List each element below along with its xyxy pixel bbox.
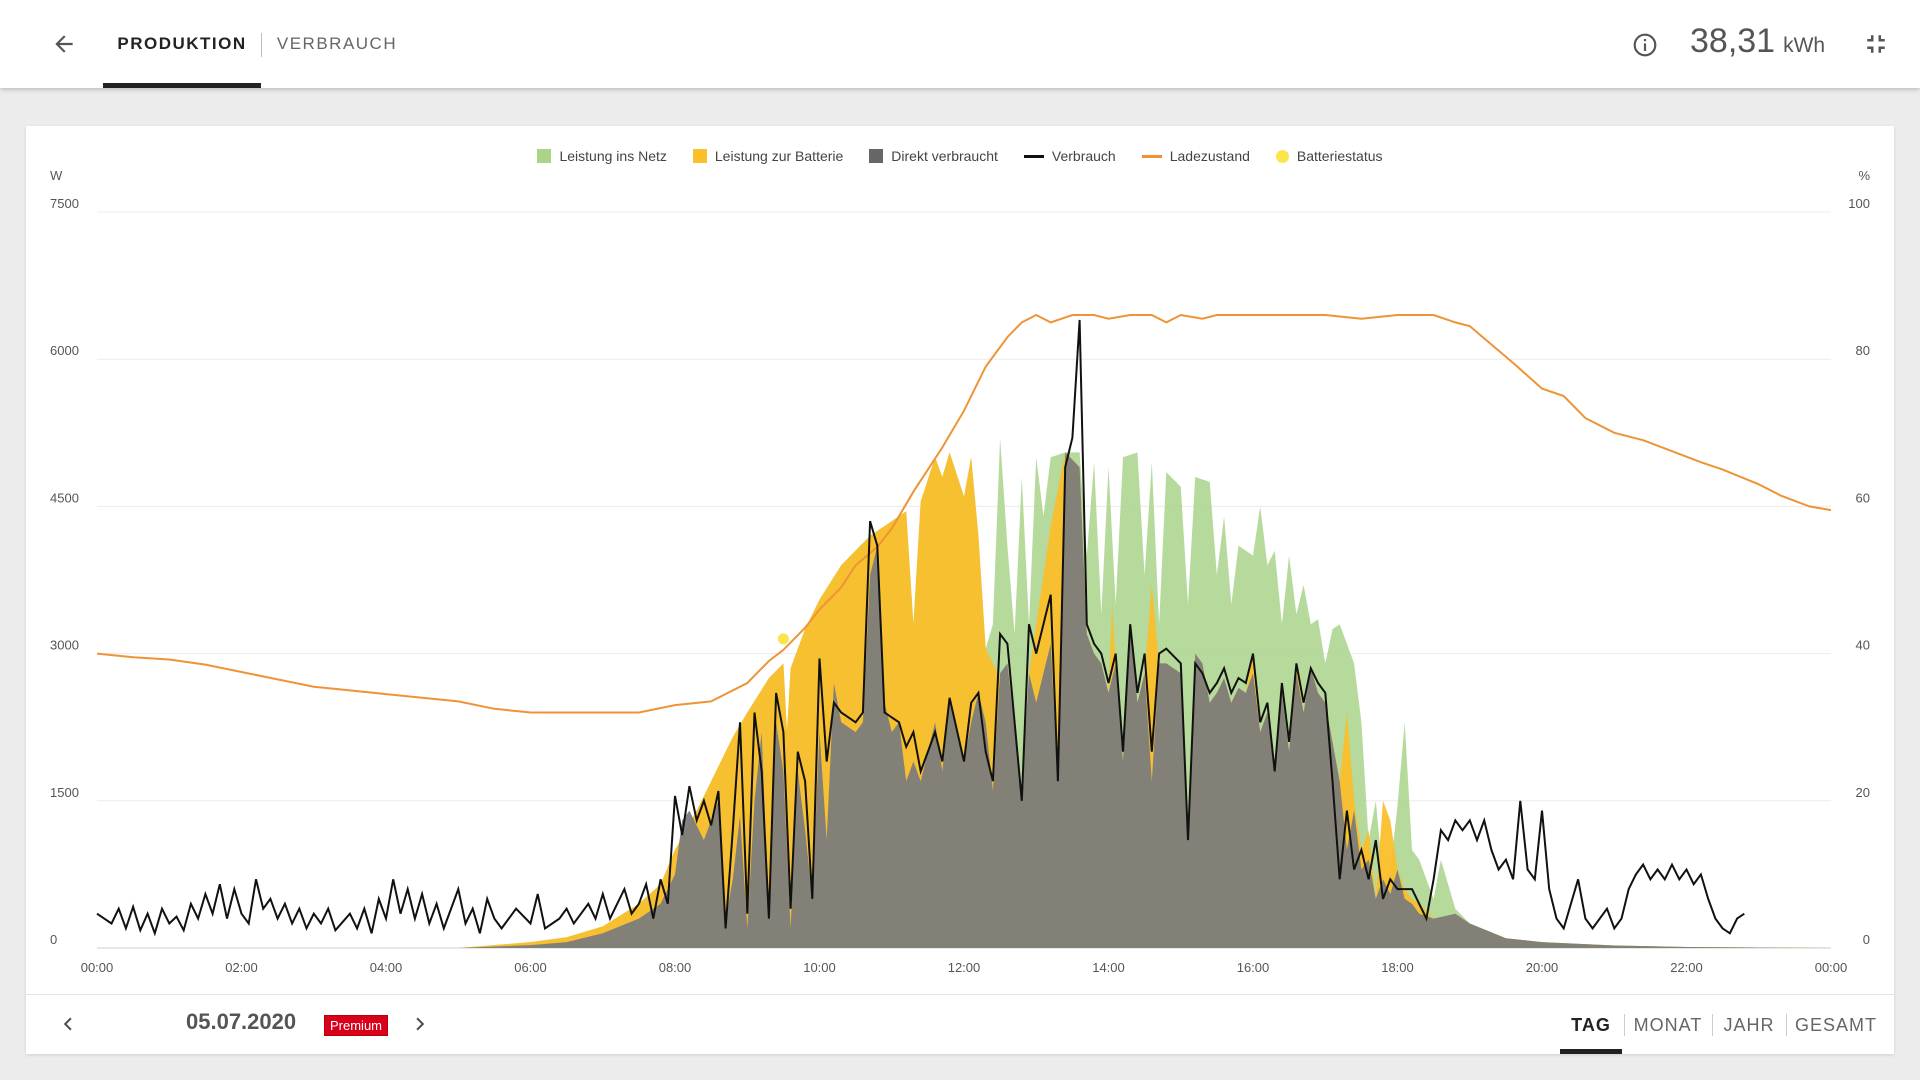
- chart-card: Leistung ins Netz Leistung zur Batterie Di…: [26, 126, 1894, 1054]
- collapse-button[interactable]: [1858, 26, 1894, 62]
- y-right-tick-label: 60: [1856, 490, 1870, 505]
- period-divider: [1712, 1014, 1713, 1036]
- active-tab-indicator: [103, 83, 261, 88]
- active-period-indicator: [1560, 1049, 1622, 1054]
- period-divider: [1786, 1014, 1787, 1036]
- legend-label: Ladezustand: [1169, 148, 1250, 164]
- period-monat[interactable]: MONAT: [1628, 996, 1708, 1054]
- period-divider: [1624, 1014, 1625, 1036]
- legend-item[interactable]: Leistung ins Netz: [537, 148, 667, 164]
- legend-swatch: [537, 149, 552, 163]
- y-left-tick-label: 4500: [50, 490, 79, 505]
- legend-swatch: [692, 149, 707, 163]
- y-right-tick-label: 40: [1856, 638, 1870, 653]
- legend-item[interactable]: Direkt verbraucht: [869, 148, 998, 164]
- y-right-tick-label: 100: [1848, 196, 1870, 211]
- y-right-tick-label: 80: [1856, 343, 1870, 358]
- back-button[interactable]: [42, 22, 86, 66]
- tab-produktion-label: PRODUKTION: [117, 34, 247, 53]
- top-header: PRODUKTION VERBRAUCH 38,31 kWh: [0, 0, 1920, 88]
- chart-legend: Leistung ins Netz Leistung zur Batterie Di…: [26, 148, 1894, 164]
- tab-verbrauch[interactable]: VERBRAUCH: [262, 0, 412, 88]
- series-ladezustand-line: [96, 313, 1832, 714]
- tab-verbrauch-label: VERBRAUCH: [276, 34, 398, 53]
- previous-day-button[interactable]: [48, 1004, 88, 1044]
- legend-label: Verbrauch: [1051, 148, 1116, 164]
- series-direkt-verbraucht-area: [97, 452, 1831, 948]
- y-left-tick-label: 0: [50, 932, 57, 947]
- x-tick-label: 00:00: [1815, 960, 1848, 975]
- legend-swatch: [1141, 154, 1162, 158]
- period-jahr[interactable]: JAHR: [1716, 996, 1782, 1054]
- daily-total: 38,31 kWh: [1690, 22, 1825, 66]
- y-left-tick-label: 3000: [50, 638, 79, 653]
- x-tick-label: 22:00: [1670, 960, 1703, 975]
- x-tick-label: 10:00: [803, 960, 836, 975]
- period-jahr-label: JAHR: [1723, 1014, 1775, 1035]
- collapse-icon: [1867, 35, 1885, 53]
- series-leistung-zur-batterie-area: [97, 452, 1831, 948]
- total-unit: kWh: [1783, 34, 1826, 57]
- next-day-button[interactable]: [400, 1004, 440, 1044]
- y-left-unit-label: W: [50, 168, 63, 183]
- tab-produktion[interactable]: PRODUKTION: [103, 0, 261, 88]
- x-tick-label: 16:00: [1237, 960, 1270, 975]
- tab-divider: [261, 33, 262, 57]
- period-gesamt-label: GESAMT: [1794, 1014, 1877, 1035]
- series-verbrauch-line: [96, 319, 1745, 937]
- y-left-tick-label: 1500: [50, 785, 79, 800]
- info-button[interactable]: [1628, 28, 1662, 62]
- legend-item[interactable]: Ladezustand: [1141, 148, 1250, 164]
- y-right-unit-label: %: [1858, 168, 1870, 183]
- arrow-left-icon: [55, 35, 73, 53]
- legend-swatch: [1275, 149, 1289, 163]
- y-right-tick-label: 20: [1856, 785, 1870, 800]
- x-tick-label: 04:00: [370, 960, 403, 975]
- period-monat-label: MONAT: [1633, 1014, 1703, 1035]
- x-tick-label: 02:00: [225, 960, 258, 975]
- legend-label: Leistung ins Netz: [559, 148, 667, 164]
- y-left-tick-label: 6000: [50, 343, 79, 358]
- x-tick-label: 12:00: [948, 960, 981, 975]
- legend-label: Direkt verbraucht: [891, 148, 998, 164]
- total-value: 38,31: [1690, 22, 1776, 60]
- legend-swatch: [1023, 154, 1044, 158]
- footer-divider: [26, 994, 1894, 995]
- premium-badge: Premium: [324, 1015, 389, 1036]
- legend-item[interactable]: Batteriestatus: [1275, 148, 1383, 164]
- legend-swatch: [869, 149, 884, 163]
- legend-item[interactable]: Verbrauch: [1023, 148, 1116, 164]
- chevron-right-icon: [416, 1017, 425, 1031]
- x-tick-label: 14:00: [1092, 960, 1125, 975]
- legend-label: Batteriestatus: [1296, 148, 1383, 164]
- x-tick-label: 20:00: [1526, 960, 1559, 975]
- period-tag-label: TAG: [1571, 1014, 1611, 1035]
- period-gesamt[interactable]: GESAMT: [1790, 996, 1882, 1054]
- legend-item[interactable]: Leistung zur Batterie: [692, 148, 844, 164]
- y-right-tick-label: 0: [1863, 932, 1870, 947]
- info-icon: [1633, 33, 1657, 57]
- energy-chart[interactable]: 0 1500 3000 4500 6000 7500 0 20 40 60 80 100 W % 00:00…: [26, 126, 1894, 994]
- period-tag[interactable]: TAG: [1560, 996, 1622, 1054]
- x-tick-label: 18:00: [1381, 960, 1414, 975]
- battery-status-point: [777, 633, 789, 645]
- x-tick-label: 00:00: [81, 960, 114, 975]
- y-left-tick-label: 7500: [50, 196, 79, 211]
- selected-date[interactable]: 05.07.2020: [186, 1009, 297, 1034]
- x-tick-label: 08:00: [659, 960, 692, 975]
- chevron-left-icon: [63, 1017, 72, 1031]
- legend-label: Leistung zur Batterie: [714, 148, 844, 164]
- x-tick-label: 06:00: [514, 960, 547, 975]
